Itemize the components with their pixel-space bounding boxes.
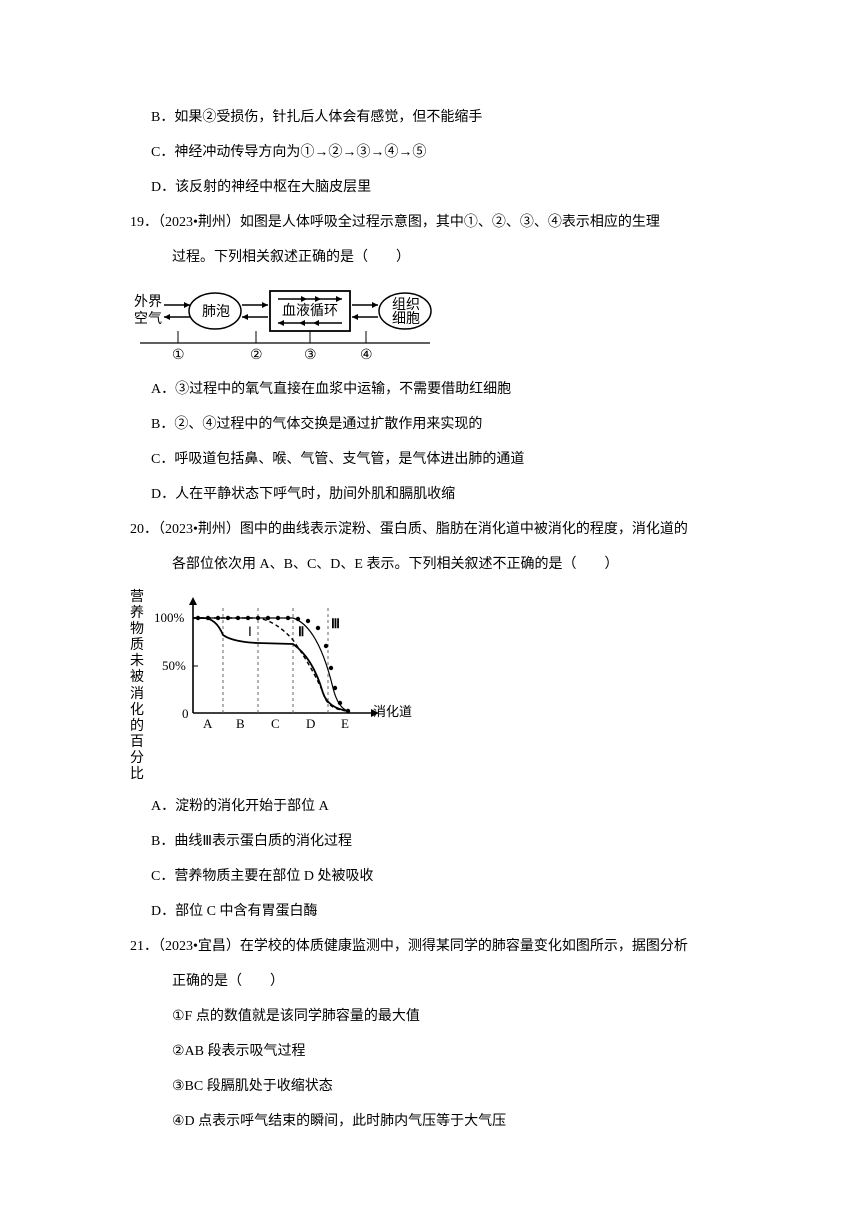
- q19-stem-line2: 过程。下列相关叙述正确的是（ ）: [172, 240, 765, 275]
- q18-option-c: C．神经冲动传导方向为①→②→③→④→⑤: [151, 135, 765, 170]
- num-4: ④: [360, 348, 373, 363]
- air-label-bottom: 空气: [134, 311, 162, 327]
- q19-option-b: B．②、④过程中的气体交换是通过扩散作用来实现的: [151, 407, 765, 442]
- num-1: ①: [172, 348, 185, 363]
- q20-option-a: A．淀粉的消化开始于部位 A: [151, 789, 765, 824]
- q20-stem-line1: 20．（2023•荆州）图中的曲线表示淀粉、蛋白质、脂肪在消化道中被消化的程度，…: [130, 512, 765, 547]
- x-axis-label: 消化道: [373, 704, 412, 719]
- xtick-A: A: [203, 716, 213, 731]
- q21-s1: ①F 点的数值就是该同学肺容量的最大值: [172, 999, 765, 1034]
- xtick-D: D: [306, 716, 315, 731]
- q21-s4: ④D 点表示呼气结束的瞬间，此时肺内气压等于大气压: [172, 1104, 765, 1139]
- q19-diagram: 外界 空气 肺泡 血液循环 组织 细胞 ① ② ③: [130, 281, 765, 366]
- q20-option-b: B．曲线Ⅲ表示蛋白质的消化过程: [151, 824, 765, 859]
- xtick-C: C: [271, 716, 280, 731]
- ytick-100: 100%: [154, 610, 185, 625]
- q19-option-c: C．呼吸道包括鼻、喉、气管、支气管，是气体进出肺的通道: [151, 442, 765, 477]
- curve-I: Ⅰ: [248, 624, 252, 639]
- q21-s3: ③BC 段膈肌处于收缩状态: [172, 1069, 765, 1104]
- q18-option-d: D．该反射的神经中枢在大脑皮层里: [151, 170, 765, 205]
- y-axis-label: 营养物质未被消化的百分比: [130, 588, 148, 783]
- q18-option-b: B．如果②受损伤，针扎后人体会有感觉，但不能缩手: [151, 100, 765, 135]
- alveoli-label: 肺泡: [202, 304, 230, 320]
- blood-label: 血液循环: [282, 303, 338, 319]
- q21-stem-line1: 21．（2023•宜昌）在学校的体质健康监测中，测得某同学的肺容量变化如图所示，…: [130, 929, 765, 964]
- ytick-50: 50%: [162, 658, 186, 673]
- q19-stem-line1: 19．（2023•荆州）如图是人体呼吸全过程示意图，其中①、②、③、④表示相应的…: [130, 205, 765, 240]
- tissue-label-top: 组织: [392, 297, 420, 313]
- num-3: ③: [304, 348, 317, 363]
- q20-option-d: D．部位 C 中含有胃蛋白酶: [151, 894, 765, 929]
- curve-II: Ⅱ: [298, 624, 304, 639]
- tissue-label-bottom: 细胞: [392, 311, 420, 327]
- q19-option-a: A．③过程中的氧气直接在血浆中运输，不需要借助红细胞: [151, 372, 765, 407]
- q20-option-c: C．营养物质主要在部位 D 处被吸收: [151, 859, 765, 894]
- curve-III: Ⅲ: [331, 616, 340, 631]
- q21-s2: ②AB 段表示吸气过程: [172, 1034, 765, 1069]
- num-2: ②: [250, 348, 263, 363]
- ytick-0: 0: [182, 706, 189, 721]
- q20-chart: 营养物质未被消化的百分比 100% 50% 0 A B C D E 消化道 Ⅰ: [130, 588, 765, 783]
- q20-stem-line2: 各部位依次用 A、B、C、D、E 表示。下列相关叙述不正确的是（ ）: [172, 547, 765, 582]
- air-label-top: 外界: [134, 294, 162, 310]
- q21-stem-line2: 正确的是（ ）: [172, 964, 765, 999]
- xtick-E: E: [341, 716, 349, 731]
- xtick-B: B: [236, 716, 245, 731]
- q19-option-d: D．人在平静状态下呼气时，肋间外肌和膈肌收缩: [151, 477, 765, 512]
